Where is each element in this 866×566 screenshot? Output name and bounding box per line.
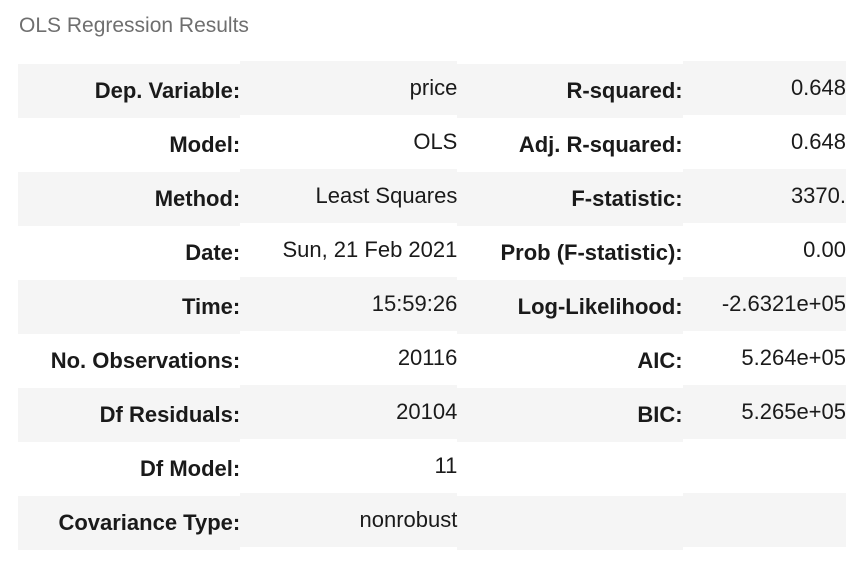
row-value-left: OLS — [413, 129, 458, 154]
row-label-right: Log-Likelihood: — [517, 294, 683, 319]
row-label-left: Df Model: — [140, 456, 241, 481]
row-value-left: Sun, 21 Feb 2021 — [282, 237, 458, 262]
row-value-right: 0.648 — [790, 75, 846, 100]
table-row: Model: OLS Adj. R-squared: 0.648 — [18, 118, 846, 172]
row-value-right: 0.648 — [790, 129, 846, 154]
row-label-right: BIC: — [637, 402, 683, 427]
table-row: Df Model: 11 — [18, 442, 846, 496]
row-label-left: Df Residuals: — [99, 402, 241, 427]
table-row: Covariance Type: nonrobust — [18, 496, 846, 550]
row-label-left: Date: — [185, 240, 241, 265]
table-row: Method: Least Squares F-statistic: 3370. — [18, 172, 846, 226]
row-label-left: Dep. Variable: — [94, 78, 241, 103]
table-row: Dep. Variable: price R-squared: 0.648 — [18, 64, 846, 118]
row-value-left: 15:59:26 — [371, 291, 458, 316]
row-value-right: 5.265e+05 — [741, 399, 846, 424]
row-value-right: 3370. — [790, 183, 846, 208]
row-label-left: Time: — [181, 294, 241, 319]
row-label-left: No. Observations: — [50, 348, 241, 373]
row-label-right: R-squared: — [566, 78, 683, 103]
row-label-right: AIC: — [637, 348, 683, 373]
row-label-right: Adj. R-squared: — [518, 132, 683, 157]
table-row: Date: Sun, 21 Feb 2021 Prob (F-statistic… — [18, 226, 846, 280]
row-value-left: price — [409, 75, 458, 100]
row-label-right — [457, 496, 682, 550]
row-value-left: 11 — [434, 453, 458, 478]
row-value-left: 20104 — [396, 399, 458, 424]
row-value-right — [683, 439, 846, 493]
row-value-right — [683, 493, 846, 547]
table-caption: OLS Regression Results — [19, 14, 249, 37]
table-row: No. Observations: 20116 AIC: 5.264e+05 — [18, 334, 846, 388]
ols-results-table: Dep. Variable: price R-squared: 0.648 Mo… — [18, 64, 846, 550]
table-row: Time: 15:59:26 Log-Likelihood: -2.6321e+… — [18, 280, 846, 334]
row-value-left: nonrobust — [359, 507, 458, 532]
row-value-left: Least Squares — [315, 183, 458, 208]
row-label-right: Prob (F-statistic): — [500, 240, 683, 265]
row-value-right: 5.264e+05 — [741, 345, 846, 370]
row-label-left: Covariance Type: — [58, 510, 241, 535]
row-value-right: 0.00 — [803, 237, 846, 262]
row-label-right: F-statistic: — [571, 186, 683, 211]
table-row: Df Residuals: 20104 BIC: 5.265e+05 — [18, 388, 846, 442]
row-label-right — [457, 442, 682, 496]
row-label-left: Model: — [169, 132, 241, 157]
row-value-right: -2.6321e+05 — [721, 291, 846, 316]
row-label-left: Method: — [154, 186, 241, 211]
row-value-left: 20116 — [397, 345, 458, 370]
